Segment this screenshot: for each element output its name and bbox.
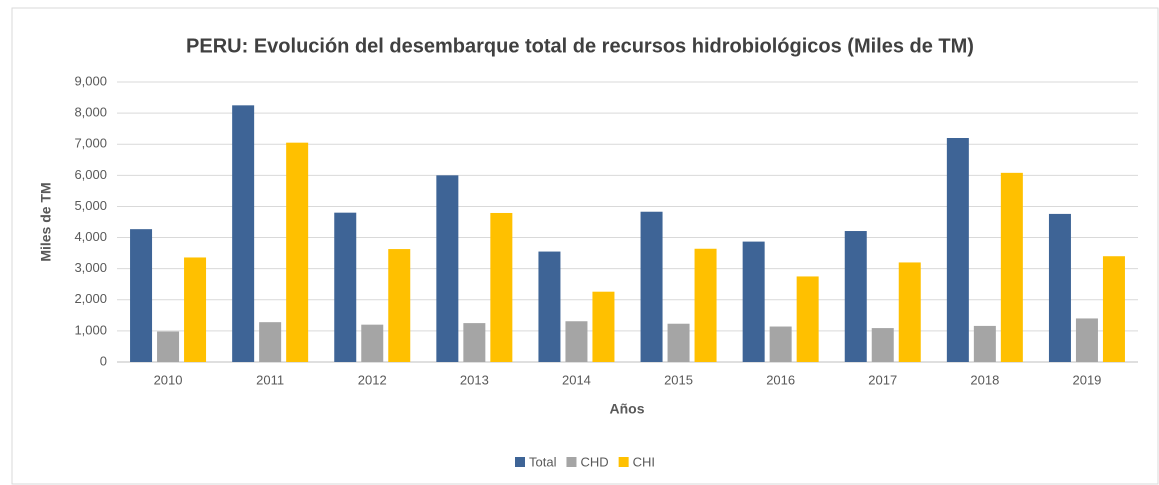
y-tick-label: 8,000 — [74, 105, 107, 120]
legend-swatch — [566, 457, 577, 467]
x-tick-label: 2017 — [868, 372, 897, 387]
x-tick-label: 2018 — [970, 372, 999, 387]
bar — [973, 325, 996, 362]
y-tick-label: 7,000 — [74, 136, 107, 151]
chart-title: PERU: Evolución del desembarque total de… — [186, 35, 974, 57]
bar — [694, 248, 717, 362]
y-axis-label: Miles de TM — [38, 182, 54, 261]
bar — [388, 249, 411, 362]
bar — [667, 323, 690, 362]
bar — [157, 331, 180, 362]
bar — [871, 328, 894, 362]
y-tick-label: 0 — [100, 353, 107, 368]
legend-label: CHI — [633, 454, 655, 469]
x-axis-label: Años — [610, 401, 645, 417]
legend-swatch — [618, 457, 629, 467]
y-tick-label: 4,000 — [74, 229, 107, 244]
y-tick-label: 1,000 — [74, 322, 107, 337]
y-tick-label: 2,000 — [74, 291, 107, 306]
bar — [565, 321, 588, 362]
bar — [742, 241, 765, 362]
bar — [259, 322, 282, 362]
bar — [1102, 256, 1125, 362]
chart-frame — [11, 7, 1159, 485]
x-tick-label: 2012 — [358, 372, 387, 387]
bar — [463, 323, 486, 362]
bar — [436, 175, 459, 362]
x-tick-label: 2019 — [1072, 372, 1101, 387]
legend-label: Total — [529, 454, 557, 469]
x-tick-label: 2013 — [460, 372, 489, 387]
y-tick-label: 6,000 — [74, 167, 107, 182]
bar — [232, 105, 255, 362]
bar — [769, 326, 792, 362]
bar — [1075, 318, 1098, 362]
bar — [130, 229, 153, 362]
bar — [1000, 172, 1023, 362]
x-tick-label: 2016 — [766, 372, 795, 387]
bar — [1048, 213, 1071, 362]
legend-swatch — [515, 457, 525, 467]
bar — [592, 291, 615, 362]
bar — [796, 276, 819, 362]
y-tick-label: 3,000 — [74, 260, 107, 275]
bar — [640, 211, 663, 362]
bar — [334, 212, 357, 362]
x-tick-label: 2011 — [256, 372, 284, 387]
x-tick-label: 2010 — [154, 372, 183, 387]
y-tick-label: 5,000 — [74, 198, 107, 213]
bar — [184, 257, 207, 362]
legend-label: CHD — [580, 454, 608, 469]
bar — [286, 142, 309, 362]
bar — [898, 262, 921, 362]
x-tick-label: 2014 — [562, 372, 591, 387]
y-tick-label: 9,000 — [74, 73, 107, 88]
bar — [844, 231, 867, 362]
bar — [490, 212, 513, 362]
x-tick-label: 2015 — [664, 372, 693, 387]
bar — [946, 138, 969, 362]
bar — [361, 324, 384, 362]
bar — [538, 251, 561, 362]
